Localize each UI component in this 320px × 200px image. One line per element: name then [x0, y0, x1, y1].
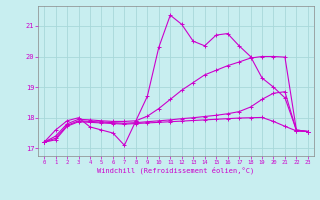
X-axis label: Windchill (Refroidissement éolien,°C): Windchill (Refroidissement éolien,°C): [97, 167, 255, 174]
